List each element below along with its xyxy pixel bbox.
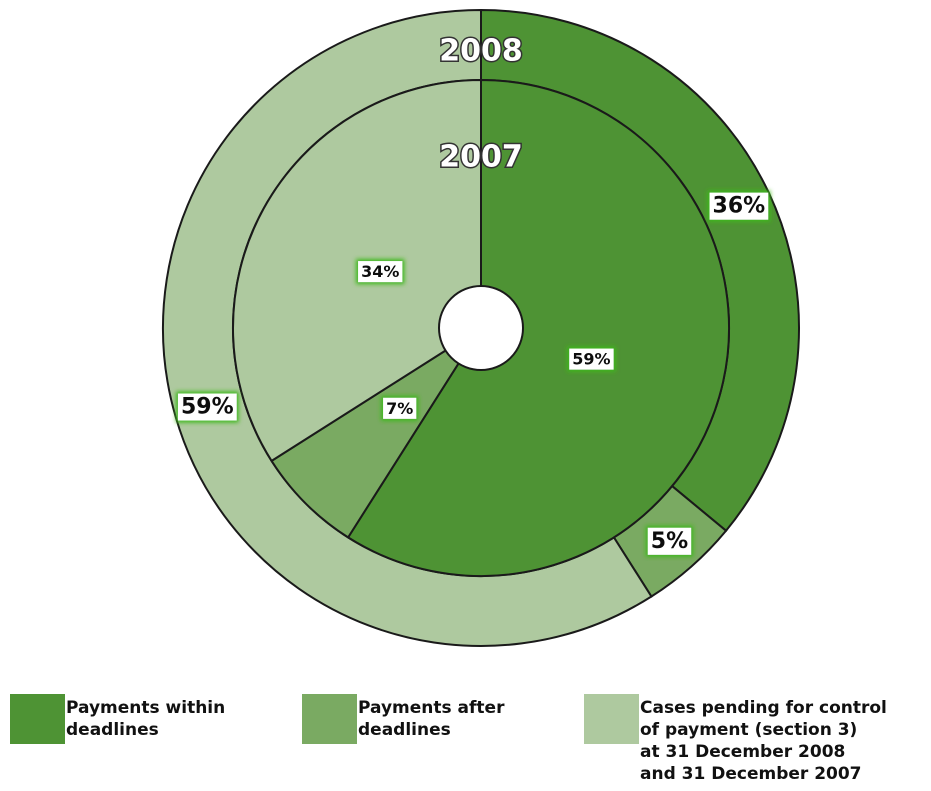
value-label: 5% <box>651 529 688 554</box>
series-label: 2008 <box>439 34 523 69</box>
value-label: 34% <box>361 262 399 281</box>
value-label: 36% <box>713 194 766 219</box>
legend-label: Payments after deadlines <box>358 698 505 740</box>
value-label: 59% <box>181 395 234 420</box>
value-label-box: 36% <box>709 192 769 220</box>
legend-swatch <box>10 694 65 744</box>
donut-segment <box>270 327 482 539</box>
legend-swatch <box>302 694 357 744</box>
value-label-box: 59% <box>569 348 614 370</box>
value-label-box: 7% <box>383 397 417 419</box>
legend-label: Payments within deadlines <box>66 698 226 740</box>
value-label-box: 59% <box>177 393 237 421</box>
value-label-box: 5% <box>647 527 692 555</box>
value-label: 7% <box>386 399 413 418</box>
label-bg <box>647 527 692 555</box>
series-label: 2007 <box>439 140 523 175</box>
donut-segment <box>346 78 730 577</box>
label-bg <box>709 192 769 220</box>
legend-label: Cases pending for control of payment (se… <box>640 698 887 784</box>
label-bg <box>358 261 403 283</box>
chart: 36% 5% 59% 2008 59% 7% 34% 2007 <box>162 8 800 647</box>
value-label: 59% <box>572 350 610 369</box>
value-label-box: 34% <box>358 261 403 283</box>
donut-segment <box>232 78 482 463</box>
label-bg <box>383 397 417 419</box>
legend-swatch <box>584 694 639 744</box>
label-bg <box>569 348 614 370</box>
label-bg <box>177 393 237 421</box>
donut-hole <box>438 285 524 371</box>
